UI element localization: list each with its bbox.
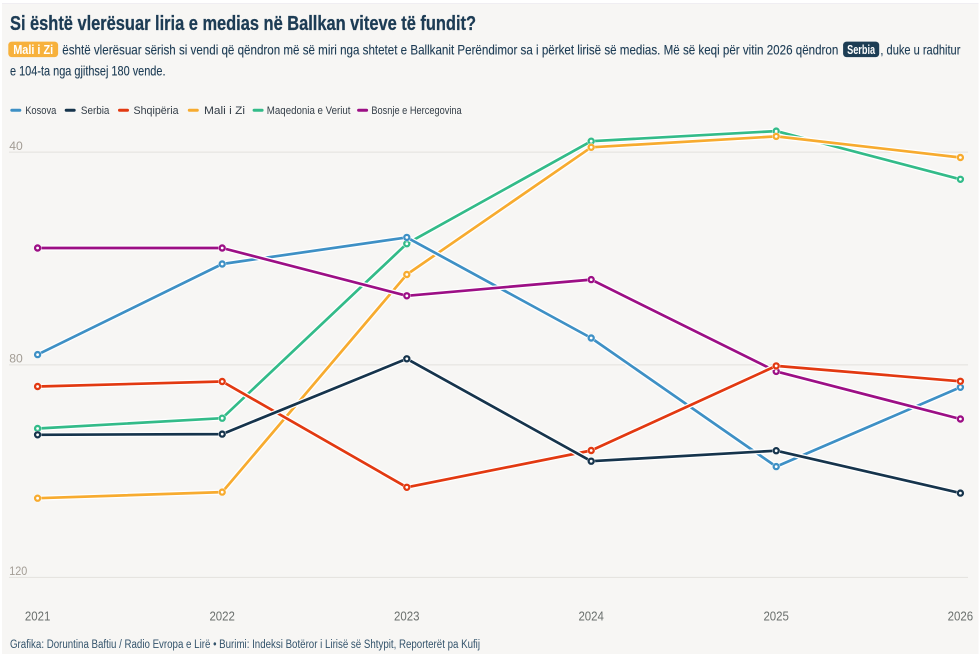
svg-text:80: 80 — [9, 354, 23, 366]
svg-text:2021: 2021 — [25, 610, 51, 624]
svg-text:Kosova: Kosova — [25, 105, 57, 117]
svg-text:Mali i Zi: Mali i Zi — [204, 105, 245, 117]
svg-text:2025: 2025 — [763, 610, 789, 624]
svg-text:Bosnje e Hercegovina: Bosnje e Hercegovina — [371, 105, 462, 117]
svg-text:Serbia: Serbia — [81, 105, 110, 117]
svg-text:Maqedonia e Veriut: Maqedonia e Veriut — [267, 105, 351, 117]
svg-text:40: 40 — [9, 141, 23, 153]
svg-text:Si është vlerësuar liria e med: Si është vlerësuar liria e medias në Bal… — [10, 13, 476, 35]
svg-text:është vlerësuar sërish si vend: është vlerësuar sërish si vendi që qëndr… — [62, 42, 838, 57]
svg-text:, duke u radhitur: , duke u radhitur — [880, 42, 960, 57]
svg-text:e 104-ta nga gjithsej 180 vend: e 104-ta nga gjithsej 180 vende. — [10, 64, 166, 79]
svg-text:2024: 2024 — [578, 610, 604, 624]
svg-text:2023: 2023 — [394, 610, 420, 624]
svg-text:Mali i Zi: Mali i Zi — [13, 42, 53, 57]
svg-text:2026: 2026 — [948, 610, 974, 624]
svg-text:Shqipëria: Shqipëria — [134, 105, 180, 117]
svg-text:Grafika: Doruntina Baftiu / Ra: Grafika: Doruntina Baftiu / Radio Evropa… — [10, 639, 480, 651]
svg-text:Serbia: Serbia — [847, 42, 876, 57]
svg-text:2022: 2022 — [209, 610, 235, 624]
svg-text:120: 120 — [9, 566, 27, 578]
